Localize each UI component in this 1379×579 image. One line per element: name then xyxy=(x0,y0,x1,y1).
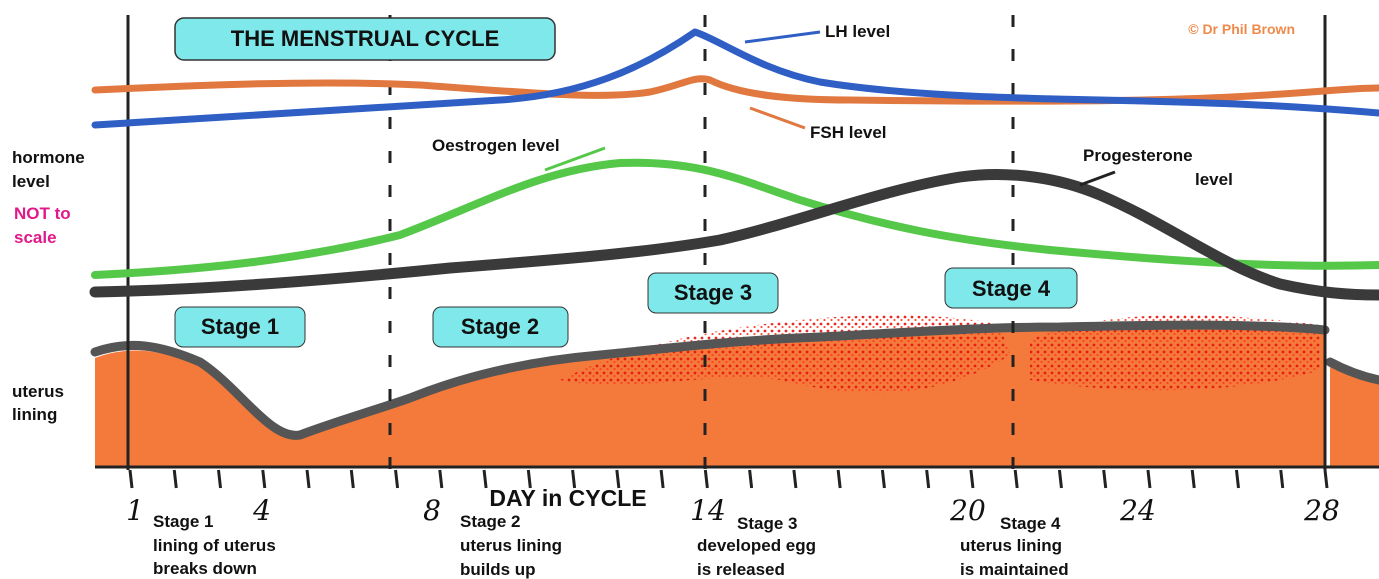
lh-curve xyxy=(91,28,1379,129)
credit: © Dr Phil Brown xyxy=(1188,21,1295,37)
tick xyxy=(349,469,355,489)
pointer xyxy=(1079,170,1116,187)
uterus-edge xyxy=(90,320,1330,440)
tick xyxy=(1190,469,1196,489)
fsh-label: FSH level xyxy=(810,123,887,142)
tick xyxy=(172,469,178,489)
tick-group xyxy=(128,469,1329,489)
uterus-edge xyxy=(1325,357,1379,385)
stage-description: Stage 4 xyxy=(1000,514,1061,533)
title: THE MENSTRUAL CYCLE xyxy=(231,26,500,51)
oestrogen-curve xyxy=(91,158,1379,279)
day-label: 20 xyxy=(949,494,986,527)
stage-description: developed egg xyxy=(697,536,816,555)
day-label: 24 xyxy=(1119,494,1156,527)
tick xyxy=(1013,469,1019,489)
pointer xyxy=(749,106,806,130)
day-label: 1 xyxy=(126,494,144,527)
tick xyxy=(1102,469,1108,489)
tick xyxy=(748,469,754,489)
hormone-label: hormone xyxy=(12,148,85,167)
tick xyxy=(1323,469,1329,489)
blood-speckle xyxy=(560,315,1320,393)
stage-box xyxy=(944,267,1078,309)
stage-box xyxy=(174,306,306,348)
stage-box xyxy=(432,306,569,348)
title-box xyxy=(174,17,556,61)
hormone-label: level xyxy=(12,172,50,191)
stage-description: builds up xyxy=(460,560,536,579)
day-labels: 1 4 8 14 20 24 28 xyxy=(126,494,1340,527)
progesterone-curve xyxy=(89,168,1379,301)
tick xyxy=(482,469,488,489)
day-label: 28 xyxy=(1303,494,1340,527)
tick xyxy=(792,469,798,489)
scale-note: NOT to xyxy=(14,204,71,223)
uterus-lining xyxy=(95,328,1325,468)
uterus-label: lining xyxy=(12,405,57,424)
tick xyxy=(438,469,444,489)
tick xyxy=(217,469,223,489)
pointer xyxy=(744,30,821,44)
stage-label: Stage 1 xyxy=(201,314,279,339)
stage-description: Stage 1 xyxy=(153,512,213,531)
tick xyxy=(925,469,931,489)
tick xyxy=(261,469,267,489)
tick xyxy=(571,469,577,489)
uterus-lining xyxy=(1330,365,1379,468)
stage-label: Stage 3 xyxy=(674,280,752,305)
tick xyxy=(659,469,665,489)
tick xyxy=(128,469,134,489)
oestrogen-label: Oestrogen level xyxy=(432,136,560,155)
progesterone-label: Progesterone xyxy=(1083,146,1193,165)
tick xyxy=(305,469,311,489)
day-label: 14 xyxy=(690,494,726,527)
stage-description: lining of uterus xyxy=(153,536,276,555)
tick xyxy=(836,469,842,489)
tick xyxy=(969,469,975,489)
fsh-curve xyxy=(91,75,1379,105)
pointer xyxy=(544,146,606,172)
tick xyxy=(1057,469,1063,489)
stage-description: Stage 2 xyxy=(460,512,520,531)
tick xyxy=(1234,469,1240,489)
stage-label: Stage 4 xyxy=(972,276,1051,301)
lh-label: LH level xyxy=(825,22,890,41)
tick xyxy=(526,469,532,489)
tick xyxy=(703,469,709,489)
tick xyxy=(1279,469,1285,489)
tick xyxy=(1146,469,1152,489)
axis-label: DAY in CYCLE xyxy=(489,485,646,511)
stage-description: Stage 3 xyxy=(737,514,797,533)
tick xyxy=(615,469,621,489)
stage-description: uterus lining xyxy=(960,536,1062,555)
day-label: 8 xyxy=(423,494,441,527)
day-label: 4 xyxy=(252,494,271,527)
scale-note: scale xyxy=(14,228,57,247)
tick xyxy=(394,469,400,489)
stage-descriptions: Stage 1 lining of uterus breaks down Stage … xyxy=(153,512,1069,579)
stage-box xyxy=(647,272,779,314)
uterus-label: uterus xyxy=(12,382,64,401)
tick xyxy=(880,469,886,489)
stage-description: is released xyxy=(697,560,785,579)
stage-description: is maintained xyxy=(960,560,1069,579)
stage-label: Stage 2 xyxy=(461,314,539,339)
stage-description: breaks down xyxy=(153,559,257,578)
stage-description: uterus lining xyxy=(460,536,562,555)
progesterone-label: level xyxy=(1195,170,1233,189)
